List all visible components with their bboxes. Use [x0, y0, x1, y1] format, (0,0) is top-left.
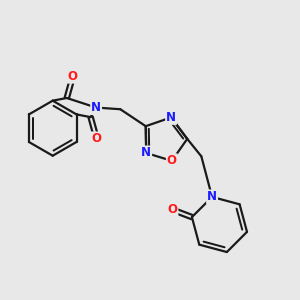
Text: N: N	[166, 111, 176, 124]
Text: O: O	[167, 154, 177, 167]
Text: N: N	[91, 101, 101, 114]
Text: O: O	[167, 203, 177, 216]
Text: O: O	[68, 70, 78, 83]
Text: O: O	[92, 132, 102, 146]
Text: N: N	[207, 190, 217, 203]
Text: N: N	[141, 146, 151, 160]
